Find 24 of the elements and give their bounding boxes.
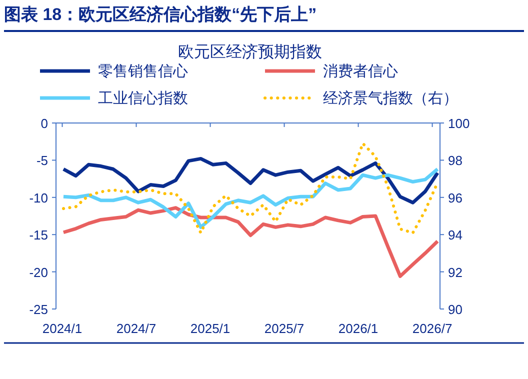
chart-title: 图表 18：欧元区经济信心指数“先下后上” (4, 5, 317, 24)
y2-tick-label: 98 (448, 153, 462, 168)
y2-tick-label: 100 (448, 116, 470, 131)
x-tick-label: 2026/1 (338, 321, 378, 336)
x-tick-label: 2026/7 (412, 321, 452, 336)
y-tick-label: -20 (29, 264, 48, 280)
y2-tick-label: 94 (448, 228, 462, 243)
x-tick-label: 2024/1 (42, 321, 82, 336)
y-tick-label: -5 (36, 153, 48, 168)
y-tick-label: 0 (40, 116, 48, 131)
chart-subtitle: 欧元区经济预期指数 (178, 43, 322, 61)
y-tick-label: -10 (29, 190, 48, 206)
y-tick-label: -25 (29, 302, 48, 317)
legend-label: 消费者信心 (323, 63, 398, 80)
legend-label: 经济景气指数（右） (323, 90, 458, 107)
y2-tick-label: 90 (448, 302, 462, 317)
x-tick-label: 2025/7 (264, 321, 304, 336)
legend-label: 工业信心指数 (98, 90, 188, 107)
x-tick-label: 2024/7 (116, 321, 156, 336)
legend-label: 零售销售信心 (98, 63, 188, 80)
y2-tick-label: 92 (448, 264, 462, 280)
y2-tick-label: 96 (448, 190, 462, 206)
y-tick-label: -15 (29, 228, 48, 243)
x-tick-label: 2025/1 (190, 321, 230, 336)
